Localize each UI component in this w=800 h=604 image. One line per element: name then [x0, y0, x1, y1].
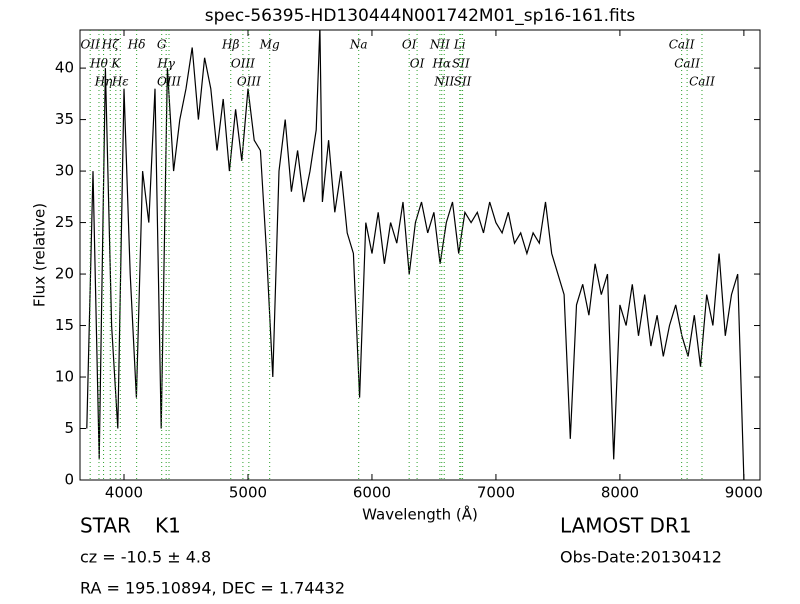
obs-date: Obs-Date:20130412: [560, 548, 722, 567]
chart-title: spec-56395-HD130444N001742M01_sp16-161.f…: [205, 6, 636, 26]
spectral-line-label: Hβ: [221, 38, 239, 52]
redshift: cz = -10.5 ± 4.8: [80, 548, 211, 567]
y-tick-label: 25: [55, 213, 74, 231]
spectral-line-label: Hδ: [127, 38, 146, 52]
x-tick-label: 8000: [601, 484, 639, 502]
spectrum-line: [87, 27, 744, 480]
y-axis-label: Flux (relative): [31, 203, 49, 307]
spectral-line-label: OI: [410, 57, 425, 71]
spectral-line-label: OIII: [231, 57, 255, 71]
y-tick-label: 15: [55, 316, 74, 334]
x-tick-label: 9000: [725, 484, 763, 502]
spectral-line-label: Hθ: [89, 57, 108, 71]
spectral-line-label: OIII: [237, 75, 261, 89]
spectral-line-label: SII: [452, 57, 470, 71]
spectral-line-label: SII: [454, 75, 472, 89]
survey: LAMOST DR1: [560, 514, 692, 538]
spectral-line-label: OIII: [157, 75, 181, 89]
spectral-line-label: CaII: [669, 38, 695, 52]
spectral-line-label: Hα: [431, 57, 451, 71]
x-tick-label: 5000: [229, 484, 267, 502]
y-tick-label: 10: [55, 368, 74, 386]
object-class: STAR: [80, 514, 131, 538]
plot-area: [87, 27, 744, 480]
plot-frame: [80, 30, 760, 480]
spectral-line-label: OI: [402, 38, 417, 52]
spectral-line-label: CaII: [689, 75, 715, 89]
y-tick-label: 30: [55, 162, 74, 180]
y-tick-label: 35: [55, 110, 74, 128]
spectral-line-label: K: [110, 57, 121, 71]
spectral-line-label: OII: [81, 38, 101, 52]
spectral-line-label: Hγ: [156, 57, 175, 71]
spectral-line-label: Hε: [111, 75, 129, 89]
spectral-line-label: Na: [349, 38, 368, 52]
coordinates: RA = 195.10894, DEC = 1.74432: [80, 579, 345, 598]
spectral-line-label: NII: [429, 38, 450, 52]
y-tick-label: 40: [55, 59, 74, 77]
x-axis-label: Wavelength (Å): [362, 505, 478, 524]
spectral-line-label: CaII: [674, 57, 700, 71]
x-tick-label: 7000: [477, 484, 515, 502]
x-tick-label: 4000: [105, 484, 143, 502]
spectral-line-label: NII: [433, 75, 454, 89]
spectral-line-label: Mg: [259, 38, 280, 52]
spectral-line-label: G: [157, 38, 167, 52]
y-tick-label: 20: [55, 265, 74, 283]
spectral-line-label: Hζ: [101, 38, 120, 52]
spectral-line-label: Li: [453, 38, 466, 52]
y-tick-label: 0: [64, 471, 74, 489]
x-tick-label: 6000: [353, 484, 391, 502]
subclass: K1: [155, 514, 181, 538]
y-tick-label: 5: [64, 419, 74, 437]
chart: spec-56395-HD130444N001742M01_sp16-161.f…: [0, 0, 800, 600]
